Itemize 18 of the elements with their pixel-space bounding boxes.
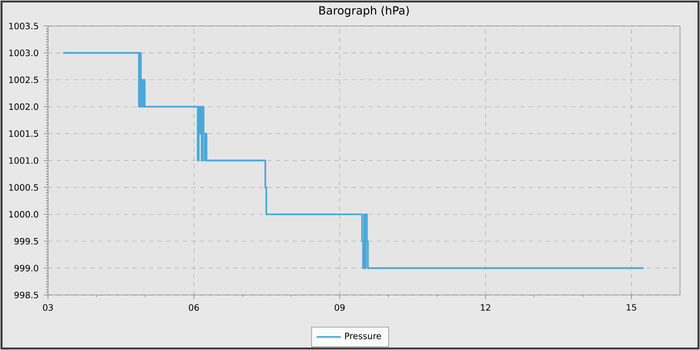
y-tick-label: 998.5 xyxy=(14,292,38,298)
x-tick-label: 15 xyxy=(626,304,636,311)
x-tick-label: 12 xyxy=(480,304,490,311)
y-tick-label: 1003.0 xyxy=(9,50,38,56)
x-tick-label: 06 xyxy=(188,304,199,311)
y-tick-label: 1000.5 xyxy=(9,184,38,191)
y-tick-label: 1003.5 xyxy=(9,22,38,30)
x-tick-label: 03 xyxy=(43,304,53,311)
y-tick-label: 1002.5 xyxy=(9,76,38,84)
x-tick-label: 09 xyxy=(334,304,345,311)
y-tick-label: 1001.0 xyxy=(9,157,38,164)
y-tick-label: 999.5 xyxy=(14,238,38,245)
y-tick-label: 1000.0 xyxy=(9,211,38,218)
y-tick-label: 999.0 xyxy=(14,264,38,272)
y-tick-label: 1002.0 xyxy=(9,103,38,110)
y-tick-label: 1001.5 xyxy=(9,130,38,137)
chart-title: Barograph (hPa) xyxy=(319,6,409,17)
legend-label: Pressure xyxy=(345,332,382,340)
